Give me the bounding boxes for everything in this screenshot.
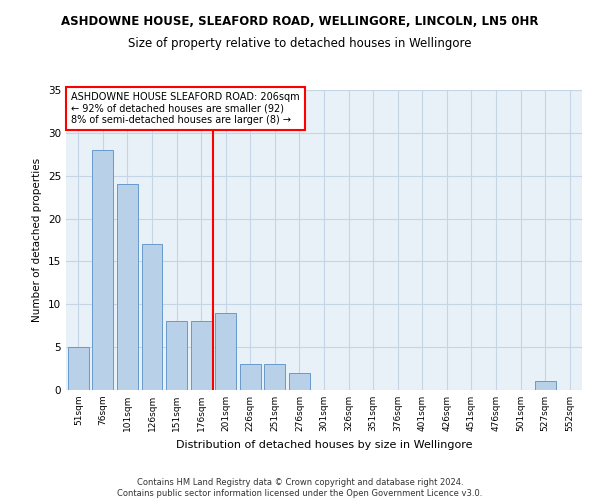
Bar bbox=[215, 313, 236, 390]
Bar bbox=[92, 150, 113, 390]
Bar bbox=[166, 322, 187, 390]
Bar bbox=[535, 382, 556, 390]
Text: ASHDOWNE HOUSE, SLEAFORD ROAD, WELLINGORE, LINCOLN, LN5 0HR: ASHDOWNE HOUSE, SLEAFORD ROAD, WELLINGOR… bbox=[61, 15, 539, 28]
Bar bbox=[68, 347, 89, 390]
Text: Size of property relative to detached houses in Wellingore: Size of property relative to detached ho… bbox=[128, 38, 472, 51]
X-axis label: Distribution of detached houses by size in Wellingore: Distribution of detached houses by size … bbox=[176, 440, 472, 450]
Text: ASHDOWNE HOUSE SLEAFORD ROAD: 206sqm
← 92% of detached houses are smaller (92)
8: ASHDOWNE HOUSE SLEAFORD ROAD: 206sqm ← 9… bbox=[71, 92, 300, 124]
Bar bbox=[240, 364, 261, 390]
Bar bbox=[142, 244, 163, 390]
Y-axis label: Number of detached properties: Number of detached properties bbox=[32, 158, 43, 322]
Bar bbox=[117, 184, 138, 390]
Bar bbox=[289, 373, 310, 390]
Bar bbox=[265, 364, 286, 390]
Bar bbox=[191, 322, 212, 390]
Text: Contains HM Land Registry data © Crown copyright and database right 2024.
Contai: Contains HM Land Registry data © Crown c… bbox=[118, 478, 482, 498]
